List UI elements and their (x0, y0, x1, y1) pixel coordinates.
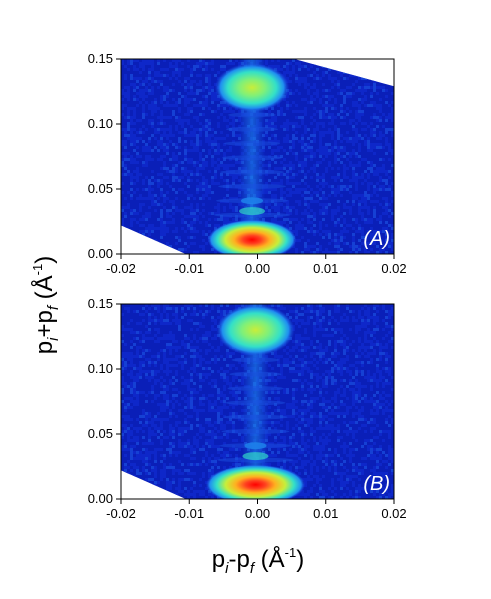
peak-2 (214, 63, 290, 112)
heatmap-panel-1: -0.02 -0.01 0.00 0.01 0.02 0.00 0.05 0.10 0.15 (A… (88, 51, 407, 276)
y-tick-label: 0.00 (88, 246, 113, 261)
heatmap-data-region (121, 304, 394, 499)
x-tick-label: 0.00 (245, 261, 270, 276)
x-tick-label: 0.01 (313, 261, 338, 276)
fringe-bright (241, 197, 264, 205)
x-tick-label: 0.00 (245, 506, 270, 521)
panel-label: (A) (363, 228, 390, 250)
fringe (224, 141, 281, 146)
fringe (228, 112, 277, 118)
y-tick-label: 0.15 (88, 51, 113, 66)
peak-2 (216, 304, 295, 356)
fringe-bright (242, 452, 269, 461)
y-tick-label: 0.10 (88, 116, 113, 131)
fringe (226, 126, 279, 132)
fringe (227, 386, 284, 391)
y-tick-label: 0.10 (88, 361, 113, 376)
peak-1 (207, 219, 297, 254)
fringe (225, 400, 286, 406)
panel-label: (B) (363, 473, 390, 495)
x-tick-label: -0.02 (106, 261, 136, 276)
fringe-bright (239, 207, 266, 216)
fringe (231, 357, 280, 363)
panels-group: -0.02 -0.01 0.00 0.01 0.02 0.00 0.05 0.10 0.15 (A… (88, 51, 407, 521)
heatmap-panel-2: -0.02 -0.01 0.00 0.01 0.02 0.00 0.05 0.10 0.15 (B… (88, 296, 407, 521)
x-tick-label: 0.02 (381, 261, 406, 276)
x-tick-label: 0.02 (381, 506, 406, 521)
fringe (223, 414, 288, 420)
y-tick-label: 0.00 (88, 491, 113, 506)
y-tick-label: 0.05 (88, 181, 113, 196)
x-tick-label: -0.01 (174, 261, 204, 276)
y-tick-label: 0.15 (88, 296, 113, 311)
peak-1 (205, 464, 306, 499)
fringe (218, 183, 287, 189)
x-tick-label: 0.01 (313, 506, 338, 521)
heatmap-data-region (121, 59, 394, 254)
x-tick-label: -0.01 (174, 506, 204, 521)
fringe-bright (244, 442, 267, 450)
fringe (220, 169, 285, 175)
y-axis-label: pi+pf (Å-1) (30, 256, 62, 354)
fringe (222, 155, 283, 161)
fringe (221, 428, 290, 434)
x-axis-label: pi-pf (Å-1) (212, 545, 304, 577)
y-tick-label: 0.05 (88, 426, 113, 441)
fringe (229, 371, 282, 377)
x-tick-label: -0.02 (106, 506, 136, 521)
